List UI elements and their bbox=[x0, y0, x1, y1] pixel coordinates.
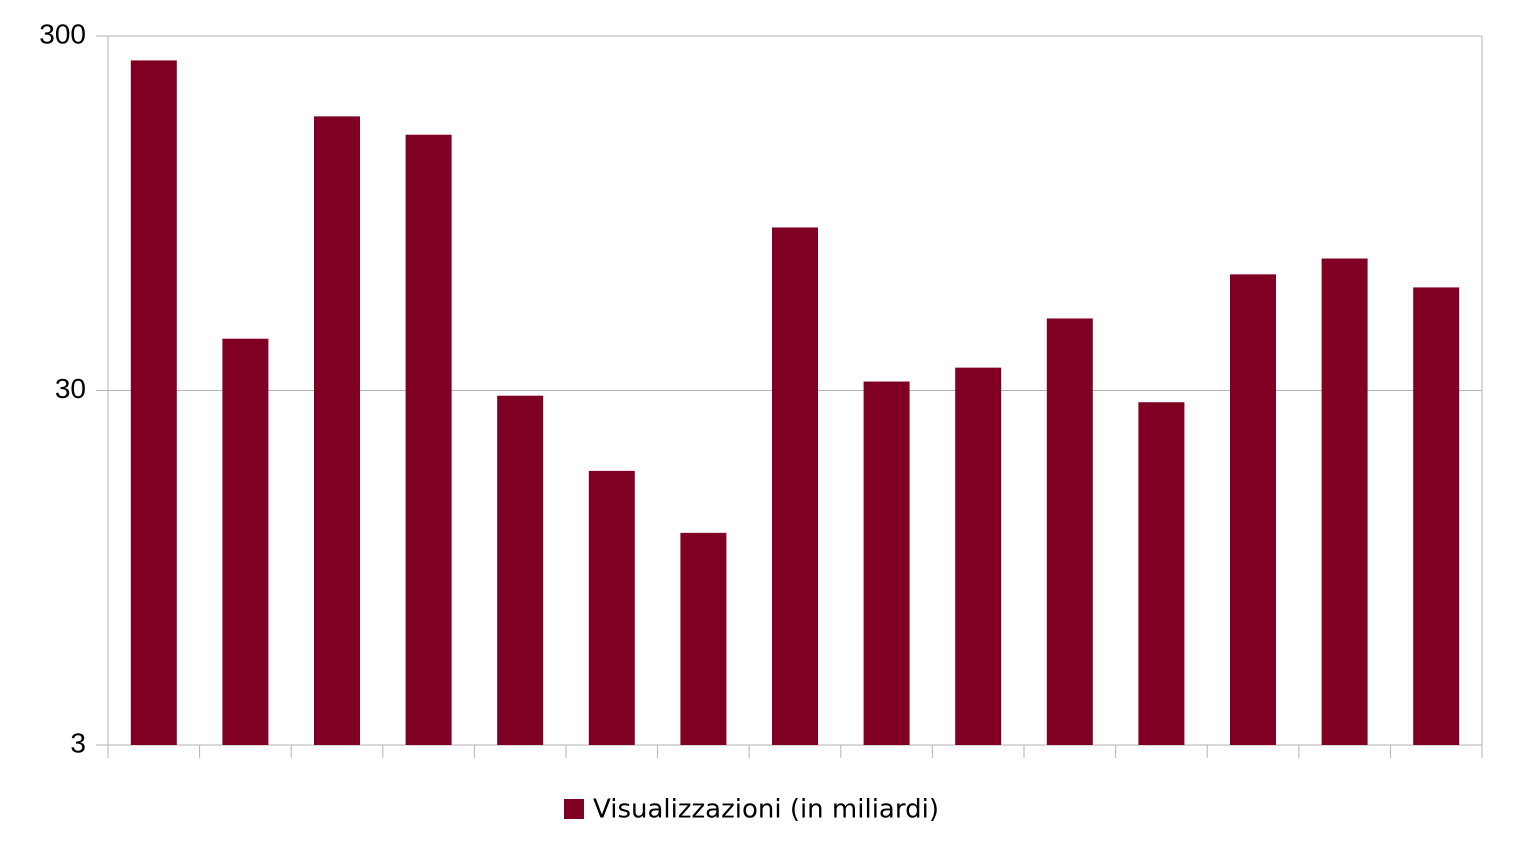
y-tick-label: 300 bbox=[39, 18, 86, 49]
bar bbox=[680, 532, 727, 745]
bar bbox=[497, 395, 544, 745]
bar bbox=[405, 134, 452, 745]
bar bbox=[863, 381, 910, 745]
legend-label: Visualizzazioni (in miliardi) bbox=[593, 795, 939, 825]
bar bbox=[1413, 287, 1460, 745]
bar bbox=[1321, 258, 1368, 745]
y-tick-label: 3 bbox=[70, 727, 86, 758]
bar bbox=[130, 60, 177, 746]
bar bbox=[955, 367, 1002, 745]
bar bbox=[314, 116, 360, 745]
bar bbox=[222, 338, 269, 745]
bar bbox=[1138, 402, 1185, 745]
bar bbox=[588, 470, 635, 745]
bar bbox=[1046, 318, 1093, 745]
y-tick-label: 30 bbox=[55, 373, 86, 404]
bar bbox=[772, 227, 818, 745]
legend-swatch bbox=[564, 799, 584, 819]
bar bbox=[1230, 274, 1276, 745]
